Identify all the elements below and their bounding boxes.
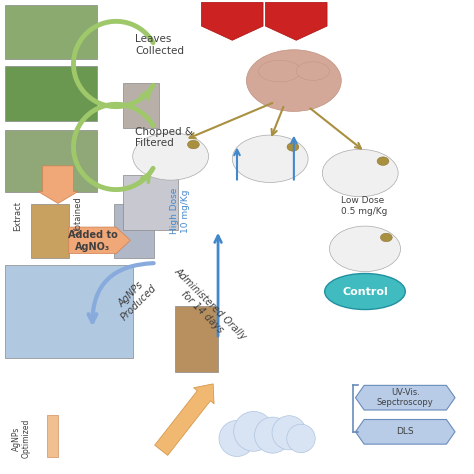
Bar [123, 83, 159, 128]
Bar [5, 66, 97, 121]
FancyArrow shape [155, 384, 214, 456]
Text: DLS: DLS [396, 428, 414, 436]
Ellipse shape [325, 273, 405, 310]
Text: Extract: Extract [14, 201, 22, 231]
Text: AgNPs
Optimized: AgNPs Optimized [12, 419, 31, 458]
Ellipse shape [187, 140, 199, 149]
Text: Control: Control [342, 286, 388, 297]
Ellipse shape [258, 60, 301, 82]
Text: Administered Orally
for 14 days: Administered Orally for 14 days [164, 266, 248, 350]
Polygon shape [69, 227, 130, 254]
FancyArrow shape [38, 166, 78, 203]
Polygon shape [356, 419, 455, 444]
Bar [114, 204, 154, 258]
Circle shape [219, 420, 255, 456]
Text: Leaves
Collected: Leaves Collected [135, 34, 184, 56]
Bar [5, 5, 97, 59]
Bar [31, 204, 69, 258]
Text: UV-Vis.
Sepctroscopy: UV-Vis. Sepctroscopy [377, 388, 434, 407]
Polygon shape [201, 2, 263, 40]
Polygon shape [265, 2, 327, 40]
Bar [123, 175, 178, 230]
Text: Obtained: Obtained [74, 196, 82, 235]
Bar [175, 306, 218, 372]
Circle shape [272, 416, 306, 450]
Ellipse shape [133, 133, 209, 180]
Text: High Dose
10 mg/Kg: High Dose 10 mg/Kg [171, 188, 190, 234]
Ellipse shape [246, 50, 341, 111]
Bar [5, 130, 97, 192]
Ellipse shape [377, 157, 389, 165]
Text: Added to
AgNO₃: Added to AgNO₃ [68, 230, 117, 252]
Text: AgNPs
Produced: AgNPs Produced [111, 275, 159, 322]
Text: Chopped &
Filtered: Chopped & Filtered [135, 127, 193, 148]
Ellipse shape [232, 135, 308, 182]
Circle shape [234, 411, 273, 451]
Ellipse shape [322, 149, 398, 197]
Ellipse shape [380, 233, 392, 242]
Ellipse shape [329, 226, 401, 272]
Bar [47, 415, 58, 457]
Ellipse shape [287, 143, 299, 151]
Circle shape [287, 424, 315, 453]
Bar [5, 265, 133, 358]
Polygon shape [356, 385, 455, 410]
Text: Low Dose
0.5 mg/Kg: Low Dose 0.5 mg/Kg [341, 197, 388, 216]
Circle shape [255, 417, 291, 453]
Ellipse shape [296, 62, 329, 81]
